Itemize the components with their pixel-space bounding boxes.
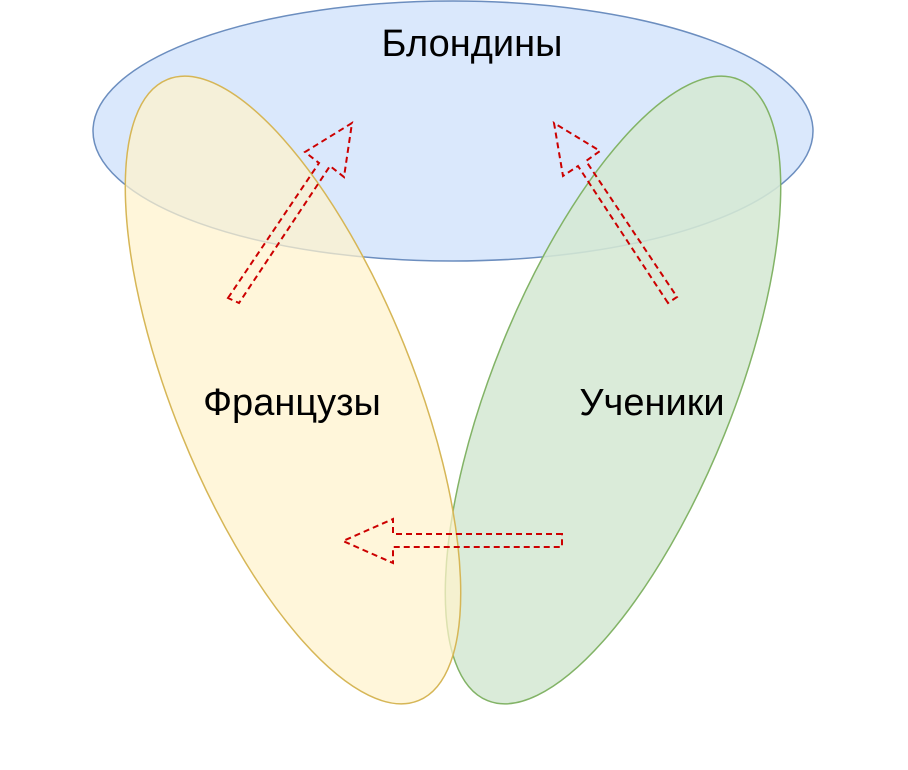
label-blondes: Блондины <box>382 23 563 65</box>
label-students: Ученики <box>579 382 724 424</box>
label-french: Французы <box>203 382 381 424</box>
set-french-ellipse <box>124 75 462 705</box>
arrow-french-to-blondes <box>226 121 354 305</box>
arrow-students-to-french <box>340 517 563 565</box>
arrow-students-to-blondes <box>552 121 679 305</box>
